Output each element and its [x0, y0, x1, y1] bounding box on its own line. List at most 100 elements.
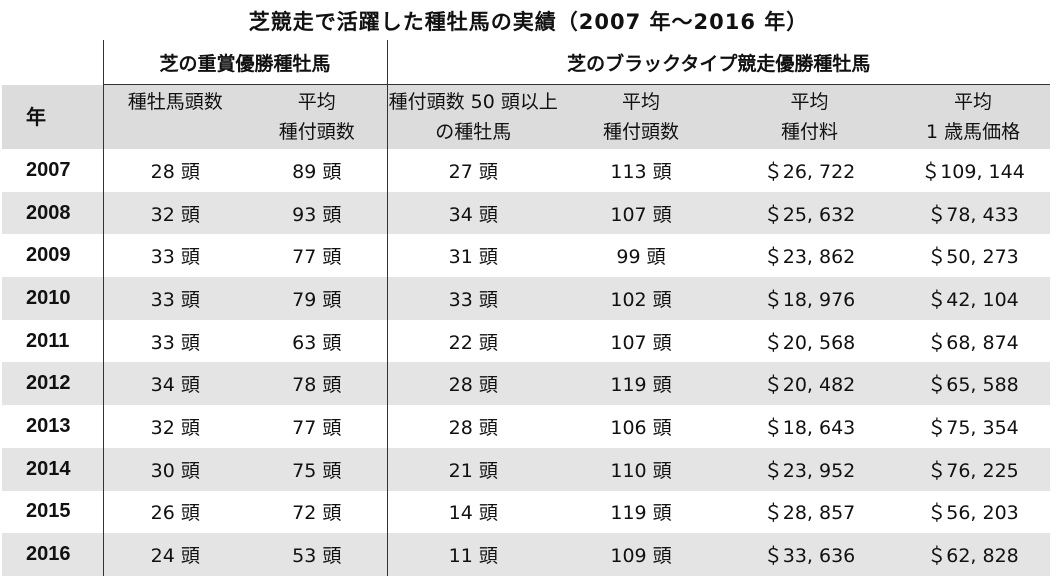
header-sires-50-plus: 種付頭数 50 頭以上 の種牡馬 [386, 84, 560, 149]
header-line: 種付料 [781, 121, 839, 143]
cell-sires-50-plus: 27 頭 [386, 149, 560, 192]
column-header-row: 年 種牡馬頭数 平均 種付頭数 種付頭数 50 頭以上 の種牡馬 平均 種付頭数… [2, 84, 1051, 149]
header-sire-count: 種牡馬頭数 [102, 84, 247, 149]
header-line: 平均 [790, 91, 829, 113]
cell-avg-mares-bred-bt: 109 頭 [559, 533, 724, 576]
cell-avg-yearling-price: ＄65, 588 [896, 362, 1051, 406]
cell-sire-count: 33 頭 [102, 234, 247, 278]
table-row: 2014 30 頭 75 頭 21 頭 110 頭＄23, 952 ＄76, 225 [2, 447, 1051, 491]
cell-sires-50-plus: 28 頭 [386, 405, 560, 448]
header-line: 種付頭数 [278, 121, 355, 143]
cell-avg-stud-fee: ＄25, 632 [723, 191, 897, 235]
cell-sires-50-plus: 22 頭 [386, 319, 560, 363]
cell-avg-stud-fee: ＄28, 857 [763, 502, 856, 525]
header-line: 平均 [622, 91, 661, 113]
cell-avg-mares-bred-bt: 107 頭 [610, 331, 672, 354]
cell-sires-50-plus: 28 頭 [386, 362, 560, 406]
cell-avg-mares-bred-bt: 113 頭 [610, 160, 672, 183]
sire-stats-table: 芝の重賞優勝種牡馬 芝のブラックタイプ競走優勝種牡馬 年 種牡馬頭数 平均 種付… [2, 40, 1051, 576]
cell-year: 2016 [2, 533, 103, 576]
cell-avg-mares-bred: 63 頭 [292, 331, 342, 354]
table-title: 芝競走で活躍した種牡馬の実績（2007 年～2016 年） [248, 10, 809, 34]
header-line: 平均 [954, 91, 993, 113]
cell-avg-mares-bred-bt: 119 頭 [610, 502, 672, 525]
cell-year: 2009 [26, 244, 71, 267]
cell-avg-mares-bred: 77 頭 [292, 416, 342, 439]
cell-sires-50-plus: 11 頭 [386, 533, 560, 576]
cell-sires-50-plus: 34 頭 [386, 191, 560, 235]
table-row: 2016 24 頭 53 頭 11 頭 109 頭＄33, 636 ＄62, 828 [2, 533, 1051, 576]
cell-avg-mares-bred-bt: 107 頭 [559, 191, 724, 235]
cell-avg-yearling-price: ＄76, 225 [896, 447, 1051, 491]
header-line: 1 歳馬価格 [925, 121, 1021, 143]
header-line: の種牡馬 [435, 121, 512, 143]
header-avg-yearling-price: 平均 1 歳馬価格 [896, 84, 1051, 149]
table-row: 2015 26 頭 72 頭 14 頭 119 頭 ＄28, 857 ＄56, 203 [2, 490, 1050, 534]
cell-sire-count: 32 頭 [102, 191, 247, 235]
cell-year: 2014 [2, 447, 103, 491]
cell-avg-yearling-price: ＄109, 144 [921, 160, 1025, 183]
cell-avg-yearling-price: ＄42, 104 [896, 277, 1051, 320]
cell-avg-stud-fee: ＄26, 722 [763, 160, 856, 183]
cell-year: 2011 [26, 329, 70, 352]
cell-avg-mares-bred-bt: 99 頭 [616, 246, 666, 269]
cell-avg-mares-bred-bt: 106 頭 [610, 416, 672, 439]
cell-avg-mares-bred: 77 頭 [292, 246, 342, 269]
cell-avg-stud-fee: ＄23, 952 [723, 447, 897, 491]
cell-year: 2012 [2, 362, 103, 406]
cell-sire-count: 33 頭 [102, 319, 247, 363]
cell-avg-mares-bred: 53 頭 [247, 533, 388, 576]
cell-sires-50-plus: 14 頭 [386, 490, 560, 534]
cell-avg-yearling-price: ＄75, 354 [927, 416, 1019, 439]
table-row: 2012 34 頭 78 頭 28 頭 119 頭＄20, 482 ＄65, 588 [2, 362, 1051, 406]
header-avg-mares-bred-1: 平均 種付頭数 [247, 84, 388, 149]
table-row: 2013 32 頭 77 頭 28 頭 106 頭 ＄18, 643 ＄75, 354 [2, 405, 1050, 448]
header-sire-count-label: 種牡馬頭数 [127, 91, 223, 113]
table-row: 2007 28 頭 89 頭 27 頭 113 頭 ＄26, 722 ＄109, 144 [2, 149, 1050, 192]
cell-year: 2008 [2, 191, 103, 235]
cell-avg-yearling-price: ＄50, 273 [927, 246, 1019, 269]
table-row: 2009 33 頭 77 頭 31 頭 99 頭 ＄23, 862 ＄50, 273 [2, 234, 1050, 278]
cell-avg-mares-bred-bt: 110 頭 [559, 447, 724, 491]
cell-year: 2013 [26, 414, 71, 437]
cell-sires-50-plus: 31 頭 [386, 234, 560, 278]
cell-avg-yearling-price: ＄56, 203 [927, 502, 1019, 525]
cell-sires-50-plus: 33 頭 [386, 277, 560, 320]
header-line: 種付頭数 50 頭以上 [388, 91, 558, 113]
group-header-grade-winners: 芝の重賞優勝種牡馬 [102, 40, 388, 85]
group-header-empty [2, 40, 103, 85]
cell-sire-count: 34 頭 [102, 362, 247, 406]
cell-avg-yearling-price: ＄68, 874 [927, 331, 1019, 354]
group-header-row: 芝の重賞優勝種牡馬 芝のブラックタイプ競走優勝種牡馬 [2, 40, 1051, 85]
cell-sire-count: 24 頭 [102, 533, 247, 576]
cell-avg-mares-bred-bt: 102 頭 [559, 277, 724, 320]
cell-avg-stud-fee: ＄18, 976 [723, 277, 897, 320]
cell-sire-count: 28 頭 [102, 149, 247, 192]
cell-avg-stud-fee: ＄18, 643 [763, 416, 856, 439]
cell-avg-yearling-price: ＄78, 433 [896, 191, 1051, 235]
cell-avg-mares-bred: 79 頭 [247, 277, 388, 320]
cell-sire-count: 32 頭 [102, 405, 247, 448]
cell-avg-mares-bred-bt: 119 頭 [559, 362, 724, 406]
cell-year: 2015 [26, 500, 71, 523]
header-avg-mares-bred-2: 平均 種付頭数 [559, 84, 724, 149]
table-row: 2008 32 頭 93 頭 34 頭 107 頭＄25, 632 ＄78, 433 [2, 191, 1051, 235]
cell-avg-mares-bred: 78 頭 [247, 362, 388, 406]
cell-year: 2007 [26, 158, 71, 181]
cell-avg-mares-bred: 93 頭 [247, 191, 388, 235]
header-line: 種付頭数 [603, 121, 680, 143]
cell-sire-count: 26 頭 [102, 490, 247, 534]
cell-avg-stud-fee: ＄20, 482 [723, 362, 897, 406]
cell-avg-mares-bred: 89 頭 [292, 160, 342, 183]
header-line: 平均 [297, 91, 336, 113]
table-row: 2011 33 頭 63 頭 22 頭 107 頭 ＄20, 568 ＄68, 874 [2, 319, 1050, 363]
cell-avg-mares-bred: 75 頭 [247, 447, 388, 491]
cell-avg-yearling-price: ＄62, 828 [896, 533, 1051, 576]
header-year: 年 [2, 84, 103, 149]
header-avg-stud-fee: 平均 種付料 [723, 84, 897, 149]
cell-avg-stud-fee: ＄20, 568 [763, 331, 856, 354]
cell-avg-mares-bred: 72 頭 [292, 502, 342, 525]
cell-year: 2010 [2, 277, 103, 320]
group-header-black-type-winners: 芝のブラックタイプ競走優勝種牡馬 [386, 40, 1051, 85]
cell-sire-count: 33 頭 [102, 277, 247, 320]
